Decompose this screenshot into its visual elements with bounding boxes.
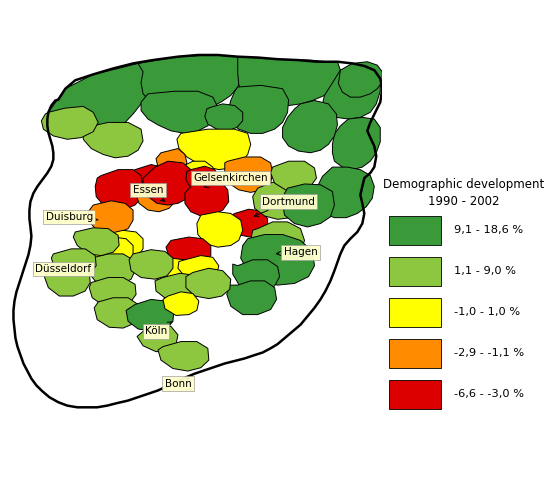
Polygon shape xyxy=(241,235,315,285)
Text: Demographic development
1990 - 2002: Demographic development 1990 - 2002 xyxy=(383,178,544,208)
Polygon shape xyxy=(126,300,174,332)
Polygon shape xyxy=(48,63,151,129)
Polygon shape xyxy=(143,161,193,205)
Polygon shape xyxy=(45,266,90,296)
Polygon shape xyxy=(136,184,175,212)
Polygon shape xyxy=(238,57,340,106)
Text: Duisburg: Duisburg xyxy=(46,212,98,222)
Polygon shape xyxy=(156,148,187,176)
Text: Hagen: Hagen xyxy=(277,247,317,257)
FancyBboxPatch shape xyxy=(389,339,441,368)
Polygon shape xyxy=(251,222,305,263)
Text: Köln: Köln xyxy=(145,322,172,336)
Polygon shape xyxy=(185,180,229,216)
Polygon shape xyxy=(83,122,143,158)
Text: -2,9 - -1,1 %: -2,9 - -1,1 % xyxy=(454,348,524,358)
Text: Bonn: Bonn xyxy=(164,378,191,389)
FancyBboxPatch shape xyxy=(389,257,441,286)
Text: Dortmund: Dortmund xyxy=(254,197,315,216)
Polygon shape xyxy=(179,161,215,188)
Polygon shape xyxy=(186,166,219,192)
Text: 9,1 - 18,6 %: 9,1 - 18,6 % xyxy=(454,226,522,235)
Polygon shape xyxy=(229,209,268,237)
Text: Essen: Essen xyxy=(133,185,165,201)
Polygon shape xyxy=(90,237,133,266)
Polygon shape xyxy=(322,66,380,119)
Polygon shape xyxy=(137,324,178,352)
Text: 1,1 - 9,0 %: 1,1 - 9,0 % xyxy=(454,266,516,276)
Polygon shape xyxy=(197,212,243,247)
Text: Düsseldorf: Düsseldorf xyxy=(35,264,91,274)
Polygon shape xyxy=(252,182,305,219)
Polygon shape xyxy=(233,260,279,291)
Polygon shape xyxy=(338,62,382,97)
Polygon shape xyxy=(141,91,218,133)
Polygon shape xyxy=(88,201,133,233)
Polygon shape xyxy=(95,169,143,209)
Polygon shape xyxy=(271,161,316,191)
Polygon shape xyxy=(227,281,277,314)
Polygon shape xyxy=(225,157,273,192)
Polygon shape xyxy=(158,342,209,371)
Polygon shape xyxy=(316,167,375,217)
Polygon shape xyxy=(129,250,173,279)
Polygon shape xyxy=(283,184,334,227)
Text: Bielefeld: Bielefeld xyxy=(0,479,1,480)
Polygon shape xyxy=(228,85,289,133)
Polygon shape xyxy=(138,55,245,112)
Polygon shape xyxy=(283,100,337,153)
Polygon shape xyxy=(148,258,191,283)
Text: -1,0 - 1,0 %: -1,0 - 1,0 % xyxy=(454,307,520,317)
Polygon shape xyxy=(51,249,96,276)
Polygon shape xyxy=(205,104,243,131)
FancyBboxPatch shape xyxy=(389,216,441,245)
Polygon shape xyxy=(332,118,380,169)
Polygon shape xyxy=(73,228,119,255)
Polygon shape xyxy=(177,129,251,169)
Text: -6,6 - -3,0 %: -6,6 - -3,0 % xyxy=(454,389,524,399)
Polygon shape xyxy=(131,165,168,188)
Polygon shape xyxy=(163,292,199,315)
Polygon shape xyxy=(178,255,219,281)
Polygon shape xyxy=(155,273,201,302)
Text: Gelsenkirchen: Gelsenkirchen xyxy=(194,173,268,188)
FancyBboxPatch shape xyxy=(389,298,441,327)
Polygon shape xyxy=(41,107,98,139)
Polygon shape xyxy=(89,277,136,306)
Polygon shape xyxy=(94,298,140,328)
Polygon shape xyxy=(186,268,231,299)
Polygon shape xyxy=(166,237,211,266)
Polygon shape xyxy=(86,254,135,286)
Polygon shape xyxy=(98,230,143,260)
FancyBboxPatch shape xyxy=(389,380,441,408)
